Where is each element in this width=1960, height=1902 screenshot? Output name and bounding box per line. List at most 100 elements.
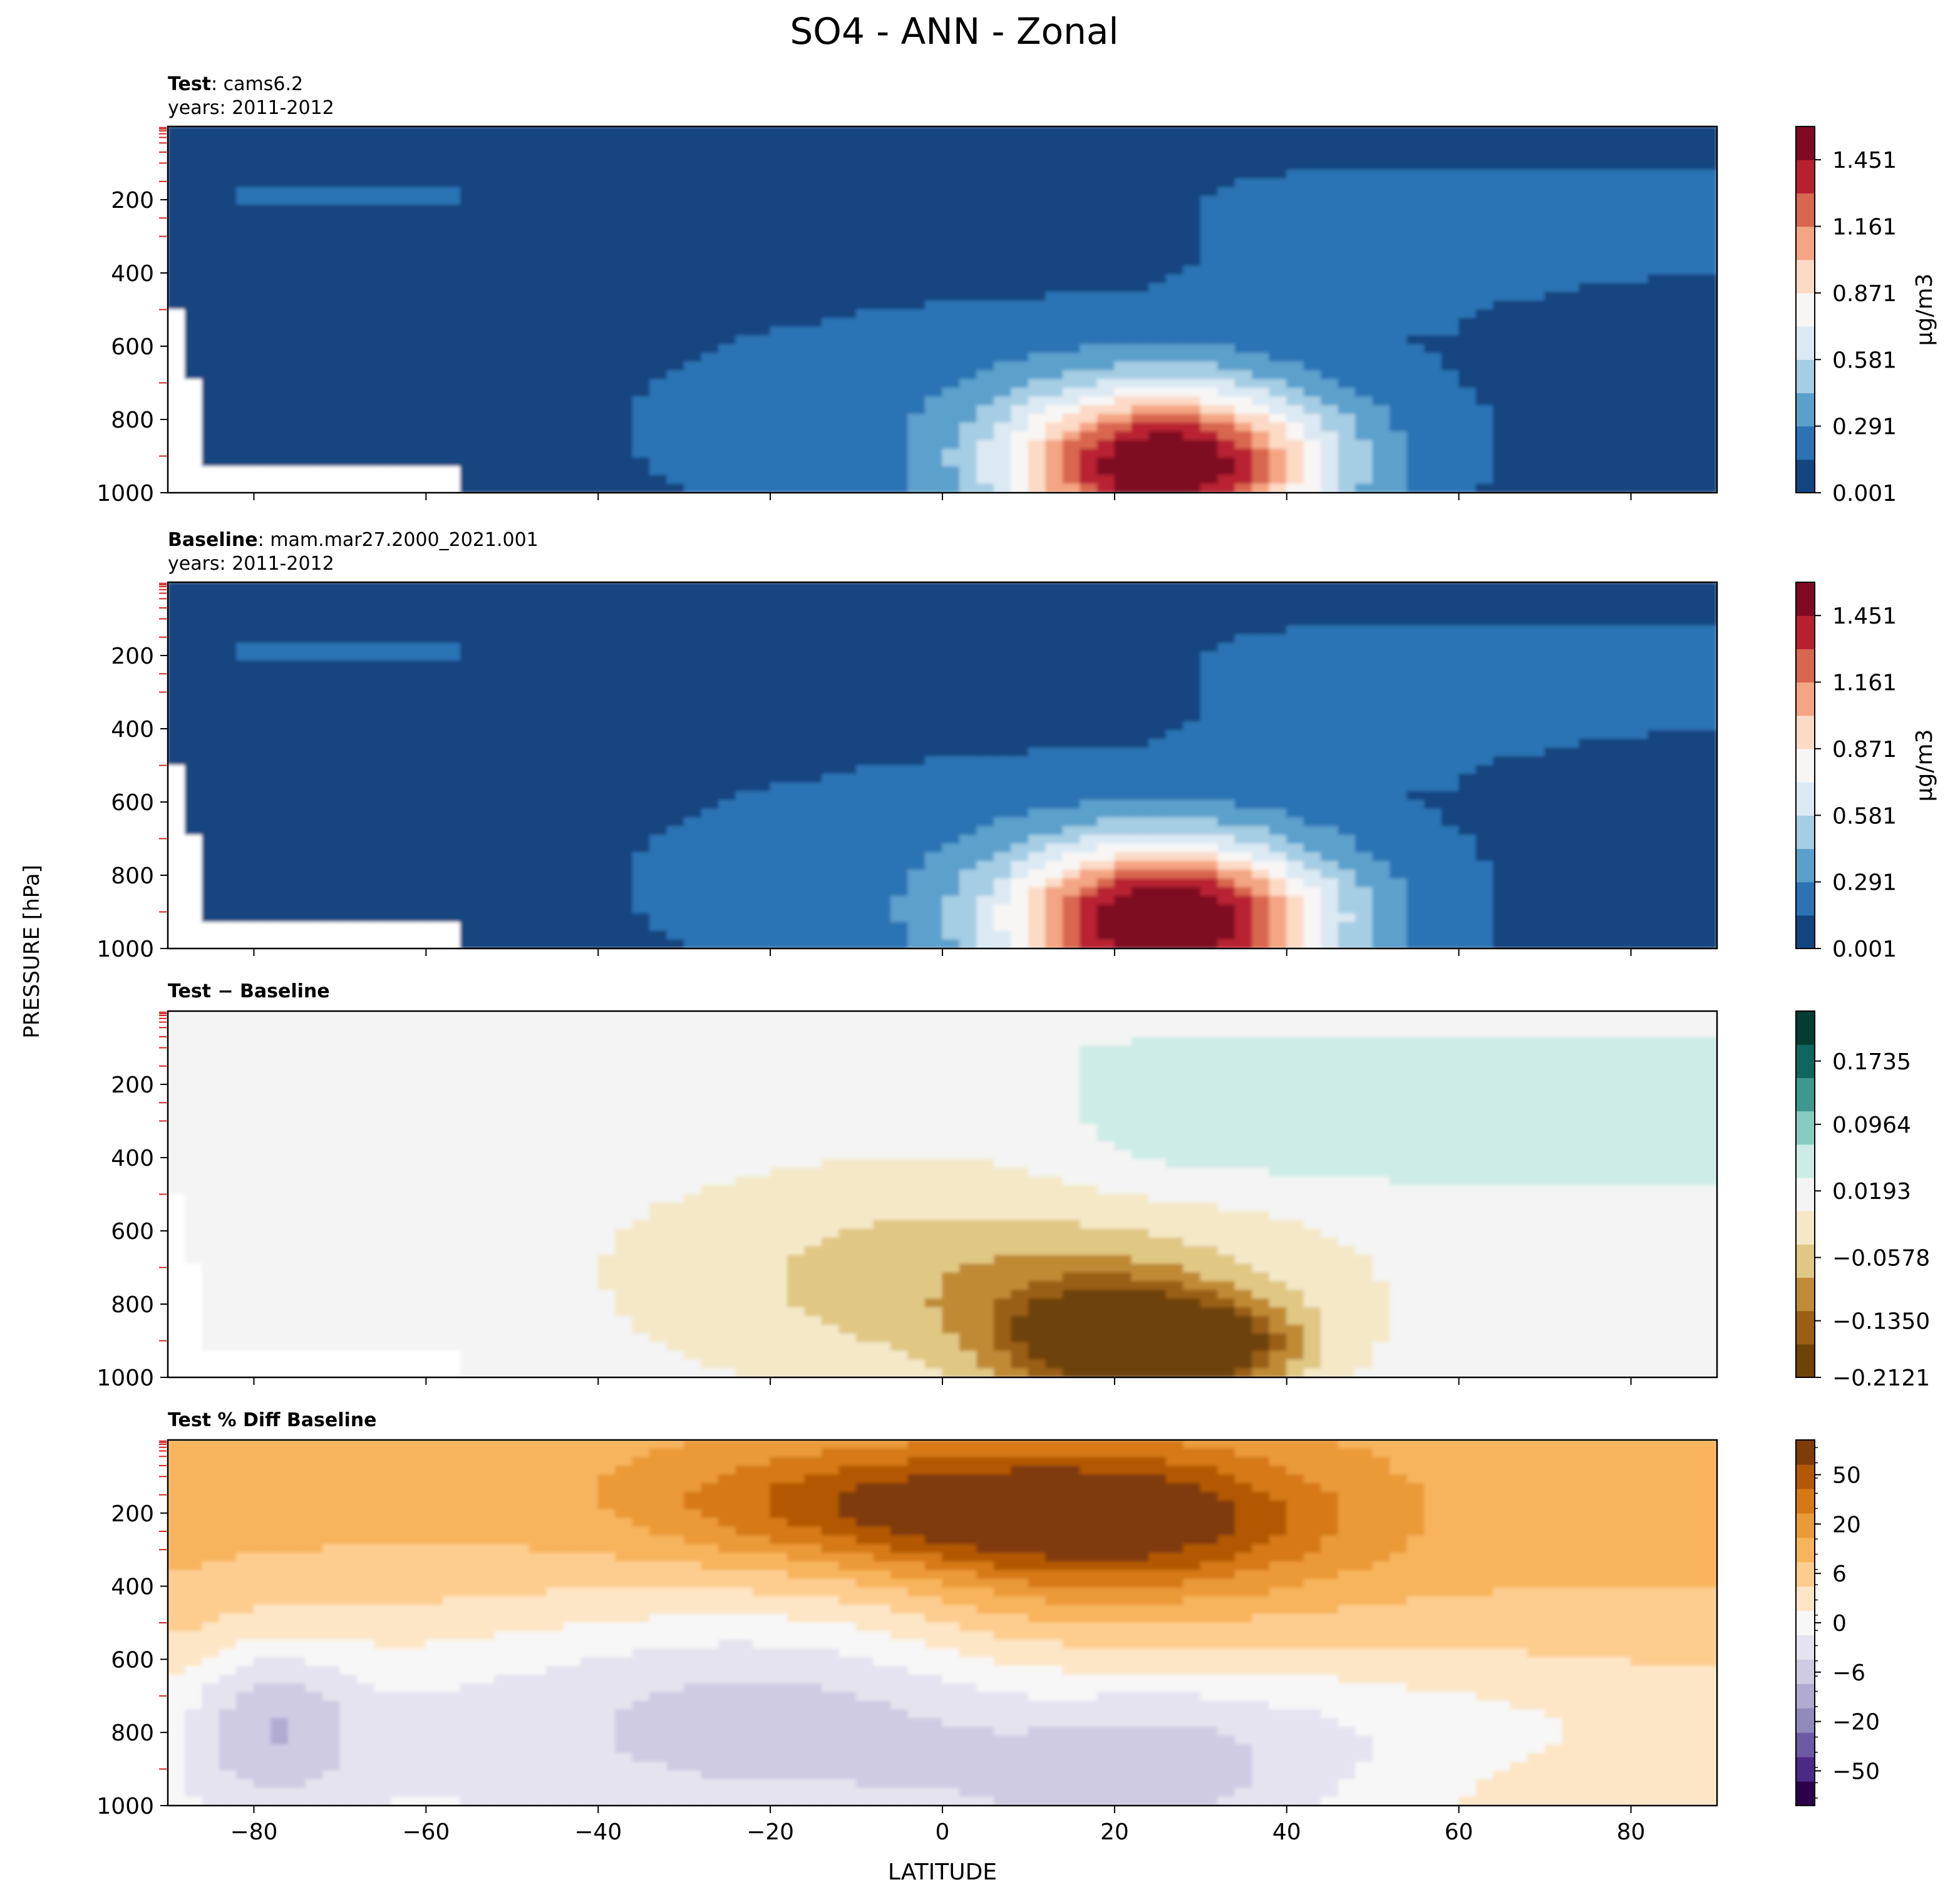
y-tick-label: 400 <box>111 1146 154 1171</box>
colorbar-swatch <box>1796 1144 1815 1178</box>
colorbar-tick-label: 50 <box>1832 1462 1861 1488</box>
colorbar-swatch <box>1796 460 1815 493</box>
contour-field <box>167 1439 1717 1806</box>
y-tick-label: 200 <box>111 1072 154 1098</box>
colorbar-swatch <box>1796 1011 1815 1045</box>
colorbar-swatch <box>1796 1757 1815 1782</box>
y-tick-label: 600 <box>111 1219 154 1245</box>
panel-subtitle: years: 2011-2012 <box>168 553 334 575</box>
colorbar-swatch <box>1796 749 1815 783</box>
panel-title: Test % Diff Baseline <box>168 1409 377 1431</box>
colorbar-swatch <box>1796 582 1815 616</box>
y-tick-label: 600 <box>111 790 154 816</box>
colorbar-swatch <box>1796 1464 1815 1489</box>
x-tick-label: 40 <box>1272 1819 1301 1845</box>
colorbar-swatch <box>1796 1635 1815 1660</box>
x-axis-label: LATITUDE <box>888 1859 997 1885</box>
panel-pctdiff: Test % Diff Baseline2004006008001000−80−… <box>96 1409 1880 1845</box>
y-tick-label: 600 <box>111 1647 154 1673</box>
y-tick-label: 800 <box>111 408 154 433</box>
colorbar-swatch <box>1796 1732 1815 1757</box>
colorbar-tick-label: 0 <box>1832 1611 1847 1637</box>
colorbar-swatch <box>1796 393 1815 426</box>
colorbar-swatch <box>1796 615 1815 649</box>
colorbar-tick-label: 0.0193 <box>1832 1179 1911 1205</box>
colorbar-swatch <box>1796 1344 1815 1378</box>
colorbar-tick-label: 0.001 <box>1832 937 1897 962</box>
colorbar-swatch <box>1796 1513 1815 1538</box>
y-tick-label: 1000 <box>96 1365 154 1391</box>
colorbar-tick-label: −0.1350 <box>1832 1309 1930 1335</box>
x-tick-label: 80 <box>1617 1819 1646 1845</box>
colorbar-tick-label: −20 <box>1832 1710 1880 1735</box>
colorbar-swatch <box>1796 227 1815 260</box>
colorbar-swatch <box>1796 160 1815 193</box>
y-tick-label: 800 <box>111 1720 154 1746</box>
colorbar-tick-label: 0.871 <box>1832 281 1897 307</box>
colorbar-tick-label: 0.291 <box>1832 414 1897 440</box>
colorbar-swatch <box>1796 1211 1815 1245</box>
colorbar-tick-label: 0.0964 <box>1832 1113 1911 1138</box>
colorbar-tick-label: −50 <box>1832 1759 1880 1785</box>
x-tick-label: −40 <box>574 1819 622 1845</box>
colorbar-swatch <box>1796 882 1815 916</box>
colorbar-tick-label: 20 <box>1832 1512 1861 1538</box>
colorbar-swatch <box>1796 1044 1815 1078</box>
colorbar-tick-label: 0.291 <box>1832 870 1897 896</box>
colorbar-swatch <box>1796 1489 1815 1514</box>
colorbar-swatch <box>1796 426 1815 460</box>
colorbar-swatch <box>1796 649 1815 682</box>
y-tick-label: 1000 <box>96 481 154 506</box>
y-tick-label: 200 <box>111 644 154 669</box>
x-tick-label: 60 <box>1445 1819 1473 1845</box>
panel-title: Test − Baseline <box>168 980 330 1002</box>
panel-diff: Test − Baseline20040060080010000.17350.0… <box>96 980 1930 1391</box>
colorbar-swatch <box>1796 1538 1815 1563</box>
colorbar-swatch <box>1796 1586 1815 1612</box>
colorbar-label: μg/m3 <box>1912 729 1937 802</box>
y-tick-label: 1000 <box>96 1794 154 1819</box>
colorbar-swatch <box>1796 1311 1815 1345</box>
panel-baseline: Baseline: mam.mar27.2000_2021.001years: … <box>96 529 1937 962</box>
colorbar-swatch <box>1796 126 1815 160</box>
panel-title: Test: cams6.2 <box>168 73 303 95</box>
colorbar-tick-label: 1.451 <box>1832 148 1897 173</box>
colorbar-swatch <box>1796 1077 1815 1111</box>
y-tick-label: 1000 <box>96 937 154 962</box>
colorbar-tick-label: 0.001 <box>1832 481 1897 506</box>
y-tick-label: 400 <box>111 1575 154 1600</box>
y-tick-label: 200 <box>111 1501 154 1527</box>
colorbar-swatch <box>1796 293 1815 327</box>
x-tick-label: −80 <box>230 1819 277 1845</box>
colorbar-swatch <box>1796 193 1815 227</box>
y-tick-label: 400 <box>111 261 154 287</box>
colorbar-swatch <box>1796 848 1815 882</box>
colorbar-swatch <box>1796 1562 1815 1587</box>
colorbar-swatch <box>1796 782 1815 816</box>
colorbar-swatch <box>1796 1244 1815 1278</box>
colorbar-tick-label: 0.871 <box>1832 737 1897 763</box>
colorbar-swatch <box>1796 260 1815 294</box>
colorbar-tick-label: −0.2121 <box>1832 1365 1930 1391</box>
colorbar-swatch <box>1796 815 1815 849</box>
colorbar-tick-label: 0.581 <box>1832 347 1897 373</box>
colorbar-swatch <box>1796 716 1815 749</box>
colorbar-label: μg/m3 <box>1912 274 1937 346</box>
figure-title: SO4 - ANN - Zonal <box>790 10 1118 53</box>
x-tick-label: −20 <box>746 1819 794 1845</box>
contour-field <box>167 1010 1717 1377</box>
panel-title: Baseline: mam.mar27.2000_2021.001 <box>168 529 539 551</box>
colorbar-swatch <box>1796 359 1815 393</box>
colorbar-tick-label: 1.161 <box>1832 671 1897 696</box>
y-tick-label: 800 <box>111 1292 154 1318</box>
colorbar-swatch <box>1796 1611 1815 1636</box>
colorbar-tick-label: 6 <box>1832 1561 1847 1587</box>
panel-subtitle: years: 2011-2012 <box>168 97 334 119</box>
colorbar-swatch <box>1796 915 1815 949</box>
